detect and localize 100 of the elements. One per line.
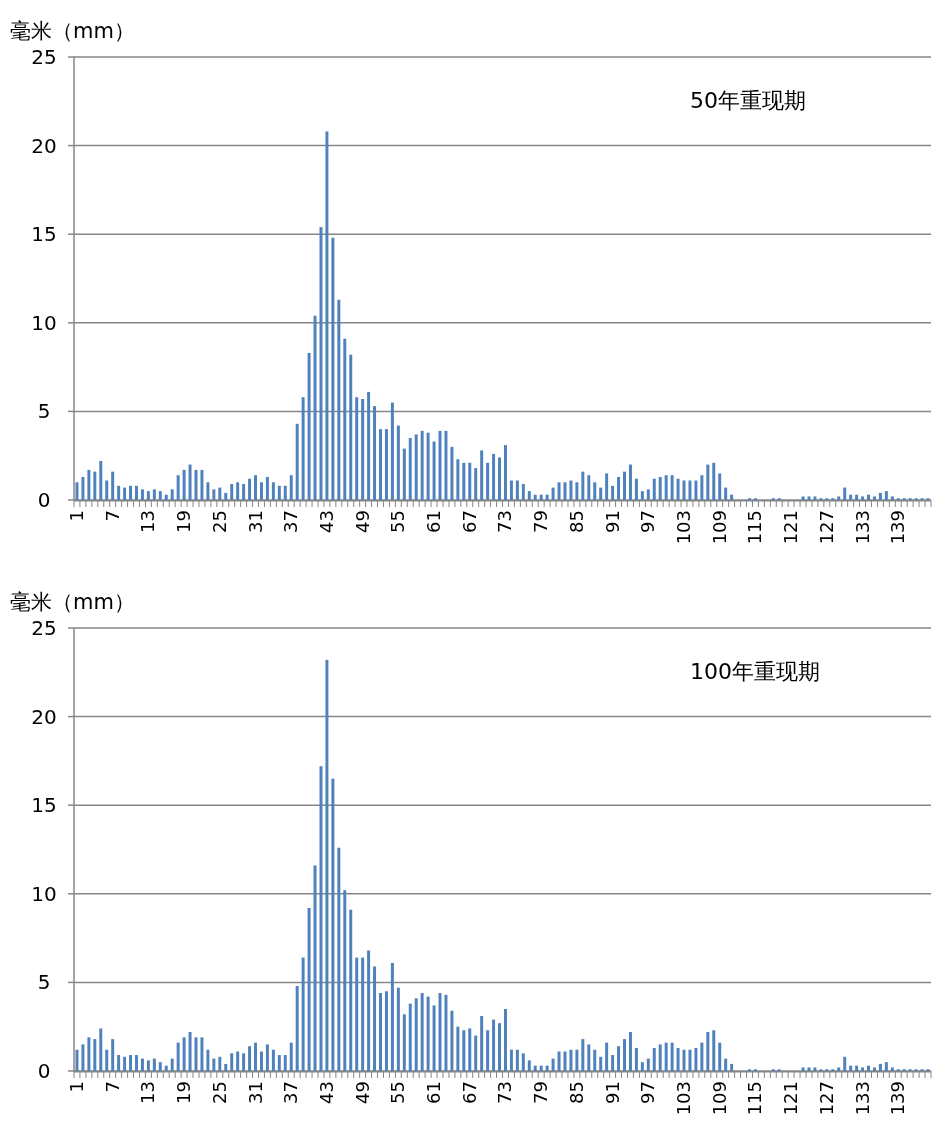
- bar: [462, 1030, 466, 1071]
- bar: [301, 397, 305, 500]
- bar: [373, 966, 377, 1071]
- bar: [283, 1055, 287, 1071]
- bar: [521, 1053, 525, 1071]
- bar: [640, 1062, 644, 1071]
- x-tick-label: 7: [101, 1081, 123, 1093]
- bar: [230, 484, 234, 500]
- bar: [271, 482, 275, 500]
- bar: [313, 865, 317, 1071]
- bar: [551, 487, 555, 500]
- bar: [408, 437, 412, 500]
- x-tick-label: 19: [173, 510, 195, 533]
- x-tick-label: 109: [708, 1081, 730, 1116]
- bar: [539, 1065, 543, 1071]
- bar: [265, 1044, 269, 1071]
- bar: [236, 482, 240, 500]
- x-tick-label: 133: [851, 1081, 873, 1116]
- bar: [527, 491, 531, 500]
- bar: [872, 496, 876, 500]
- bar: [218, 1056, 222, 1071]
- bar: [545, 494, 549, 500]
- bar: [581, 1039, 585, 1071]
- bar: [676, 1047, 680, 1071]
- bar: [623, 471, 626, 500]
- bar: [331, 778, 335, 1071]
- bar: [277, 1055, 281, 1071]
- bar: [152, 1058, 156, 1071]
- bar: [509, 1049, 513, 1071]
- bar: [200, 469, 204, 500]
- bar: [432, 441, 436, 500]
- bar: [837, 496, 841, 500]
- x-tick-label: 25: [208, 1081, 230, 1104]
- bar: [688, 480, 692, 500]
- bar: [628, 464, 632, 500]
- bar: [337, 847, 341, 1071]
- bar: [575, 1049, 579, 1071]
- bar: [170, 489, 174, 500]
- bar: [646, 1058, 650, 1071]
- bar: [605, 473, 609, 500]
- bar: [664, 475, 668, 500]
- x-tick-label: 97: [637, 510, 659, 533]
- bar: [319, 766, 323, 1071]
- y-tick-label: 15: [31, 222, 57, 247]
- bar: [724, 487, 728, 500]
- bar: [658, 476, 662, 500]
- bar: [521, 484, 525, 500]
- bar: [545, 1065, 549, 1071]
- bar: [355, 957, 359, 1071]
- bar: [361, 399, 365, 500]
- bar: [676, 478, 680, 500]
- x-tick-label: 97: [637, 1081, 659, 1104]
- x-tick-label: 127: [815, 510, 837, 545]
- bar: [652, 478, 656, 500]
- x-tick-label: 43: [315, 1081, 337, 1104]
- bar: [164, 494, 168, 500]
- bar: [861, 1067, 865, 1071]
- bar: [444, 430, 448, 500]
- bar: [420, 430, 424, 500]
- y-tick-label: 10: [31, 881, 57, 906]
- bar: [355, 397, 359, 500]
- bar: [569, 480, 573, 500]
- y-axis-title: 毫米（mm）: [10, 19, 135, 43]
- bar: [492, 1019, 496, 1071]
- bar: [81, 476, 85, 500]
- annotation: 100年重现期: [690, 659, 820, 684]
- bar: [206, 1049, 210, 1071]
- bar: [140, 1058, 144, 1071]
- y-tick-label: 5: [37, 970, 51, 995]
- x-tick-label: 67: [458, 1081, 480, 1104]
- bar: [474, 1035, 478, 1071]
- bar: [551, 1058, 555, 1071]
- bar: [533, 494, 537, 500]
- bar: [884, 1062, 888, 1071]
- bar: [325, 659, 329, 1071]
- x-tick-label: 1: [65, 510, 87, 522]
- bar: [87, 1037, 91, 1071]
- y-tick-label: 0: [37, 488, 51, 512]
- bar: [390, 962, 394, 1071]
- x-tick-label: 19: [173, 1081, 195, 1104]
- y-tick-label: 25: [31, 616, 57, 640]
- bar: [426, 996, 430, 1071]
- bar: [182, 1037, 186, 1071]
- bar: [396, 425, 400, 500]
- bar: [801, 496, 805, 500]
- bar: [890, 496, 894, 500]
- bar: [224, 1063, 228, 1071]
- bar: [670, 1042, 674, 1071]
- bar: [170, 1058, 174, 1071]
- bar: [129, 485, 133, 500]
- bar: [498, 1023, 502, 1071]
- bar: [349, 354, 353, 500]
- bar: [295, 423, 299, 500]
- x-tick-label: 1: [65, 1081, 87, 1093]
- bar: [617, 1046, 621, 1071]
- bar: [390, 402, 394, 500]
- x-tick-label: 55: [387, 1081, 409, 1104]
- bar: [694, 480, 698, 500]
- bar: [111, 471, 115, 500]
- bar: [105, 1049, 109, 1071]
